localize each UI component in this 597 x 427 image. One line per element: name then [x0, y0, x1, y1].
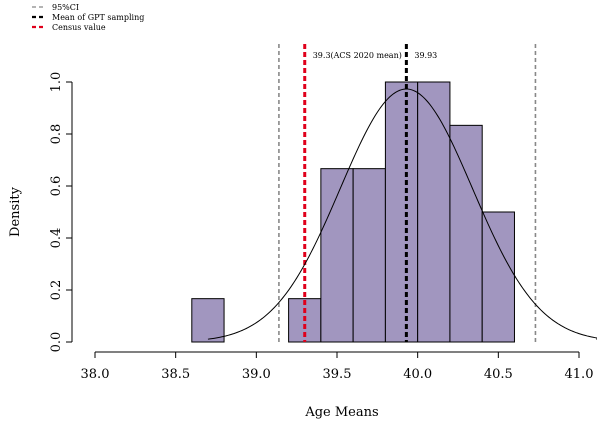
x-tick-label: 40.0	[403, 367, 432, 382]
x-tick-label: 41.0	[565, 367, 594, 382]
histogram-bars	[191, 81, 515, 343]
line-annotation: 39.93	[414, 51, 437, 60]
histogram-bar	[449, 124, 483, 343]
x-tick-label: 40.5	[484, 367, 513, 382]
reference-lines	[278, 44, 537, 342]
x-tick-label: 39.5	[323, 367, 352, 382]
y-tick-label: 0.8	[49, 124, 64, 145]
x-tick-label: 38.5	[161, 367, 190, 382]
histogram-bar	[191, 298, 225, 343]
histogram-bar	[352, 168, 386, 343]
legend-label: Mean of GPT sampling	[52, 13, 144, 22]
y-axis: 0.0 0.2 0.4 0.6 0.8 1.0	[49, 72, 73, 353]
histogram-bar	[481, 211, 515, 343]
density-curve	[207, 88, 597, 340]
line-annotation: 39.3(ACS 2020 mean)	[313, 51, 402, 60]
x-tick-label: 39.0	[242, 367, 271, 382]
x-axis: 38.0 38.5 39.0 39.5 40.0 40.5 41.0	[81, 351, 594, 382]
x-tick-label: 38.0	[81, 367, 110, 382]
y-tick-label: 0.6	[49, 176, 64, 197]
legend-label: 95%CI	[52, 3, 79, 12]
y-tick-label: 1.0	[49, 72, 64, 93]
histogram-bar	[320, 168, 354, 343]
line-annotations: 39.3(ACS 2020 mean) 39.93	[313, 51, 438, 60]
y-tick-label: 0.0	[49, 332, 64, 353]
legend-label: Census value	[52, 23, 106, 32]
histogram-bar	[417, 81, 451, 343]
y-axis-title: Density	[8, 186, 23, 237]
x-axis-title: Age Means	[304, 405, 378, 420]
y-tick-label: 0.4	[49, 228, 64, 249]
histogram-bar	[384, 81, 419, 343]
y-tick-label: 0.2	[49, 280, 64, 301]
